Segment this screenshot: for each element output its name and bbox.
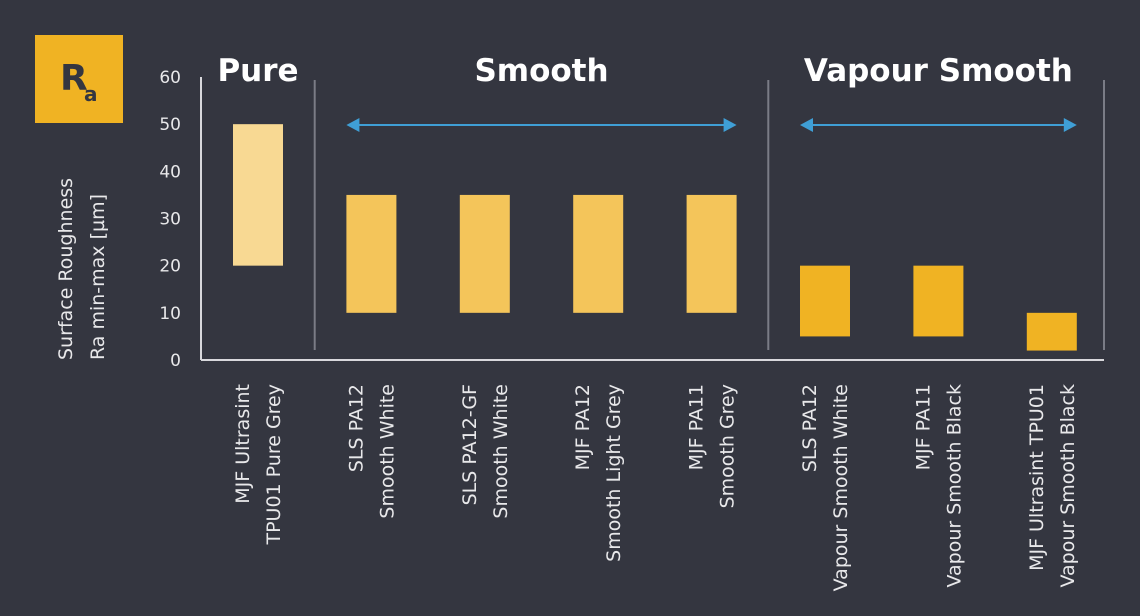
category-label-line: MJF Ultrasint TPU01	[1026, 384, 1048, 571]
arrow-right-head	[723, 118, 737, 132]
category-label-line: TPU01 Pure Grey	[263, 384, 285, 546]
range-bar	[800, 265, 850, 337]
ra-badge-sub: a	[84, 82, 98, 106]
y-axis-label-line-2: Ra min-max [µm]	[87, 194, 109, 360]
group-title: Vapour Smooth	[804, 53, 1073, 89]
category-label-line: Smooth White	[376, 384, 398, 519]
range-bar	[459, 194, 510, 313]
range-bar	[346, 194, 397, 313]
ra-badge-box	[35, 35, 123, 123]
group-title: Smooth	[474, 53, 608, 89]
arrow-left-head	[346, 118, 360, 132]
ra-badge-main: R	[60, 58, 88, 99]
y-tick-label: 20	[159, 257, 181, 277]
arrow-right-head	[1063, 118, 1077, 132]
range-bar	[913, 265, 964, 337]
category-label-line: Smooth Grey	[717, 384, 739, 508]
range-bar	[1026, 312, 1077, 351]
y-tick-label: 60	[159, 68, 181, 88]
category-label-line: Vapour Smooth Black	[1057, 384, 1079, 588]
category-label-line: SLS PA12	[799, 384, 821, 472]
category-label-line: SLS PA12-GF	[459, 384, 481, 505]
range-bar	[573, 194, 624, 313]
category-label-line: Vapour Smooth Black	[943, 384, 965, 588]
category-label-line: MJF PA12	[572, 384, 594, 470]
y-axis-label-line-1: Surface Roughness	[55, 178, 77, 360]
category-label-line: SLS PA12	[345, 384, 367, 472]
y-tick-label: 10	[159, 304, 181, 324]
category-label-line: Smooth Light Grey	[603, 384, 625, 562]
category-label-line: Smooth White	[490, 384, 512, 519]
group-title: Pure	[217, 53, 298, 89]
y-tick-label: 40	[159, 162, 181, 182]
y-tick-label: 0	[170, 351, 181, 371]
y-axis-label: Surface Roughness Ra min-max [µm]	[55, 178, 109, 360]
range-bar	[233, 124, 283, 266]
ra-badge: R a	[35, 35, 123, 123]
category-label-line: MJF PA11	[912, 384, 934, 470]
y-tick-label: 50	[159, 115, 181, 135]
category-label-line: Vapour Smooth White	[830, 384, 852, 591]
range-bar	[686, 194, 737, 313]
category-label-line: MJF Ultrasint	[232, 384, 254, 504]
y-tick-label: 30	[159, 210, 181, 230]
arrow-left-head	[800, 118, 813, 132]
category-label-line: MJF PA11	[686, 384, 708, 470]
